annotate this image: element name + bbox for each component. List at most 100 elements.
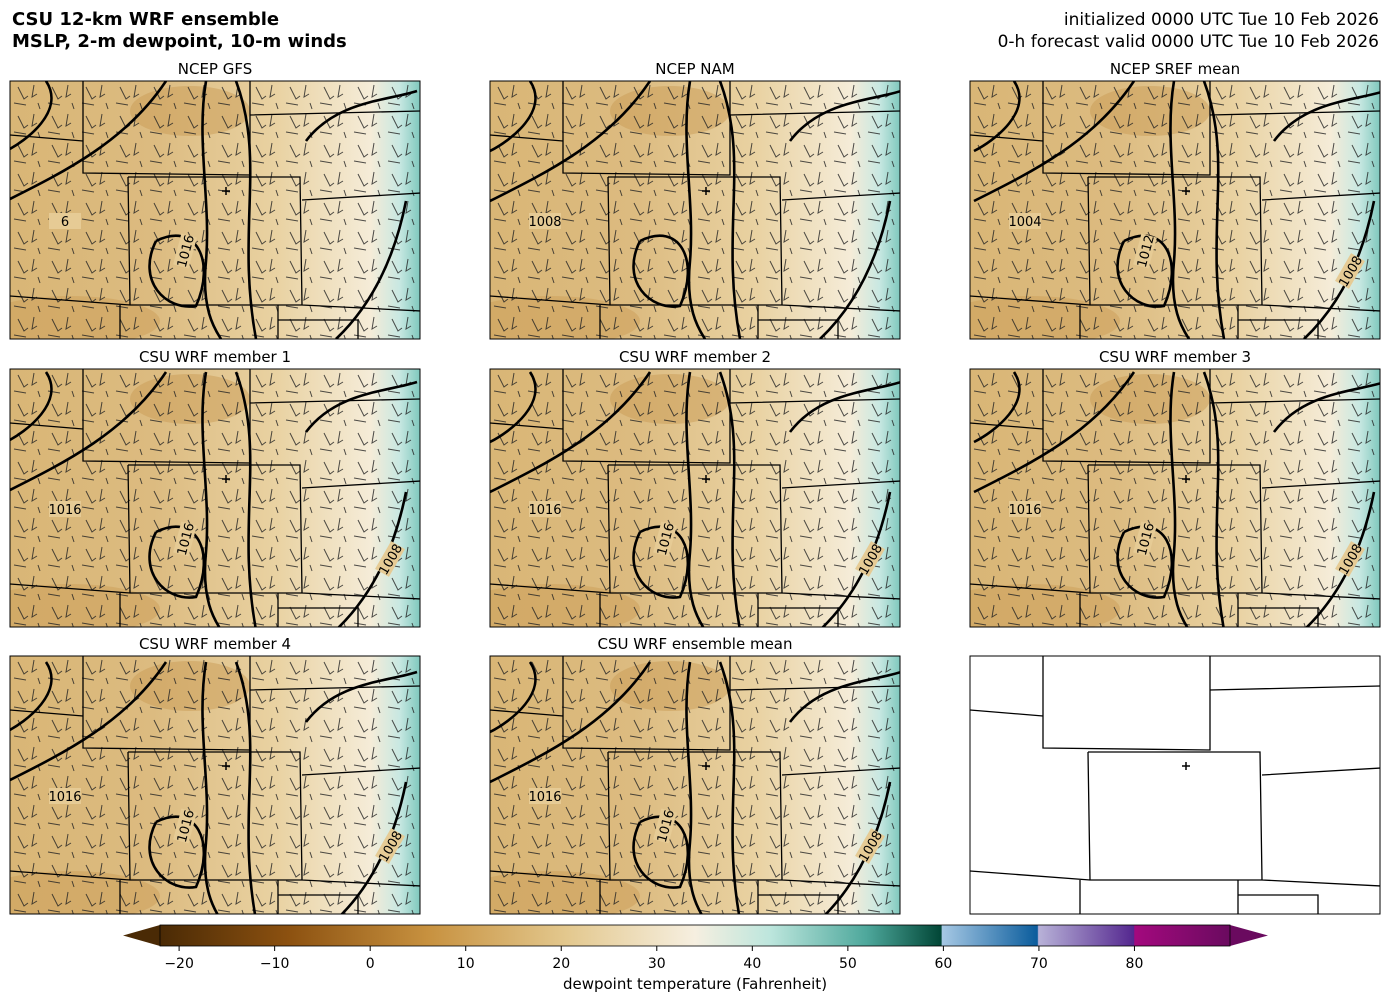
panel-frame	[489, 368, 901, 628]
isobar	[1169, 371, 1189, 627]
isobar	[490, 661, 652, 784]
contour-label-bg	[855, 541, 885, 577]
panel-title: NCEP SREF mean	[1110, 60, 1240, 78]
isobar	[490, 371, 652, 494]
contour-label-bg	[529, 501, 561, 517]
wind-barbs	[490, 369, 900, 627]
blank-map	[970, 656, 1380, 914]
map-content: 1008	[490, 81, 900, 339]
isobar	[1202, 81, 1226, 339]
map-panel	[969, 655, 1381, 915]
isobar	[304, 670, 418, 723]
contour-label-bg	[375, 828, 405, 864]
panel-frame	[969, 368, 1381, 628]
contour-label-bg	[49, 213, 81, 229]
tick-label: −10	[260, 956, 290, 972]
isobar	[234, 661, 257, 914]
station-marker	[702, 762, 710, 770]
contour-label: 1016	[48, 790, 81, 805]
tick-label: 20	[552, 956, 570, 972]
contour-label: 6	[61, 215, 69, 230]
wind-barbs	[490, 656, 900, 914]
isobar	[788, 380, 900, 433]
colorbar-extend-high	[1230, 925, 1268, 946]
panel-frame	[969, 655, 1381, 915]
contour-label-bg	[49, 788, 81, 804]
colorbar-frame	[159, 924, 1231, 947]
station-marker	[1182, 762, 1190, 770]
contour-label: 1004	[1008, 215, 1041, 230]
isobar	[819, 200, 892, 339]
isobar	[1202, 371, 1225, 627]
isobar	[685, 81, 707, 339]
isobar	[788, 670, 900, 723]
isobar	[718, 661, 741, 914]
isobar	[201, 81, 223, 339]
isobar	[1169, 81, 1191, 339]
contour-label-bg	[173, 808, 197, 844]
station-marker	[1182, 475, 1190, 483]
isobar	[1272, 91, 1380, 142]
contour-label: 1016	[528, 503, 561, 518]
contour-label: 1016	[48, 503, 81, 518]
title-line: MSLP, 2-m dewpoint, 10-m winds	[12, 31, 347, 52]
panel-frame	[489, 80, 901, 340]
station-marker	[222, 187, 230, 195]
contour-label-bg	[1133, 233, 1157, 269]
isobar	[490, 81, 652, 203]
init-time: initialized 0000 UTC Tue 10 Feb 2026	[1064, 10, 1379, 30]
tick-label: 0	[366, 956, 375, 972]
station-marker	[702, 187, 710, 195]
map-panel: 1008 NCEP NAM	[489, 60, 901, 340]
isobar	[973, 81, 1136, 203]
isobar	[10, 371, 168, 492]
panel-frame	[489, 655, 901, 915]
panel-title: NCEP GFS	[178, 60, 253, 78]
tick-label: 30	[648, 956, 666, 972]
tick-label: 70	[1030, 956, 1048, 972]
tick-label: 60	[934, 956, 952, 972]
contour-label: 1016	[528, 790, 561, 805]
isobar	[201, 661, 219, 914]
contour-label-bg	[1335, 541, 1365, 577]
isobar	[201, 371, 221, 627]
wind-barbs	[490, 81, 900, 339]
contour-label-bg	[173, 233, 197, 269]
valid-time: 0-h forecast valid 0000 UTC Tue 10 Feb 2…	[998, 32, 1379, 52]
title-line: CSU 12-km WRF ensemble	[12, 9, 279, 30]
isobar	[304, 380, 418, 433]
panel-title: CSU WRF member 1	[139, 348, 291, 366]
wind-barbs	[10, 369, 420, 627]
contour-label-bg	[1009, 213, 1041, 229]
contour-label-bg	[1133, 521, 1157, 557]
isobar	[632, 234, 690, 308]
contour-label-bg	[173, 521, 197, 557]
state-borders	[490, 656, 900, 914]
state-borders	[970, 656, 1380, 914]
isobar	[234, 371, 257, 627]
station-marker	[702, 475, 710, 483]
contour-label-bg	[49, 501, 81, 517]
contour-label-bg	[1335, 253, 1365, 289]
panel-frame	[9, 80, 421, 340]
contour-label: 1016	[1008, 503, 1041, 518]
contour-label-bg	[855, 828, 885, 864]
contour-label-bg	[375, 541, 405, 577]
state-borders	[10, 81, 420, 339]
tick-label: 10	[457, 956, 475, 972]
tick-label: −20	[164, 956, 194, 972]
contour-label-bg	[529, 213, 561, 229]
isobar	[788, 89, 900, 142]
